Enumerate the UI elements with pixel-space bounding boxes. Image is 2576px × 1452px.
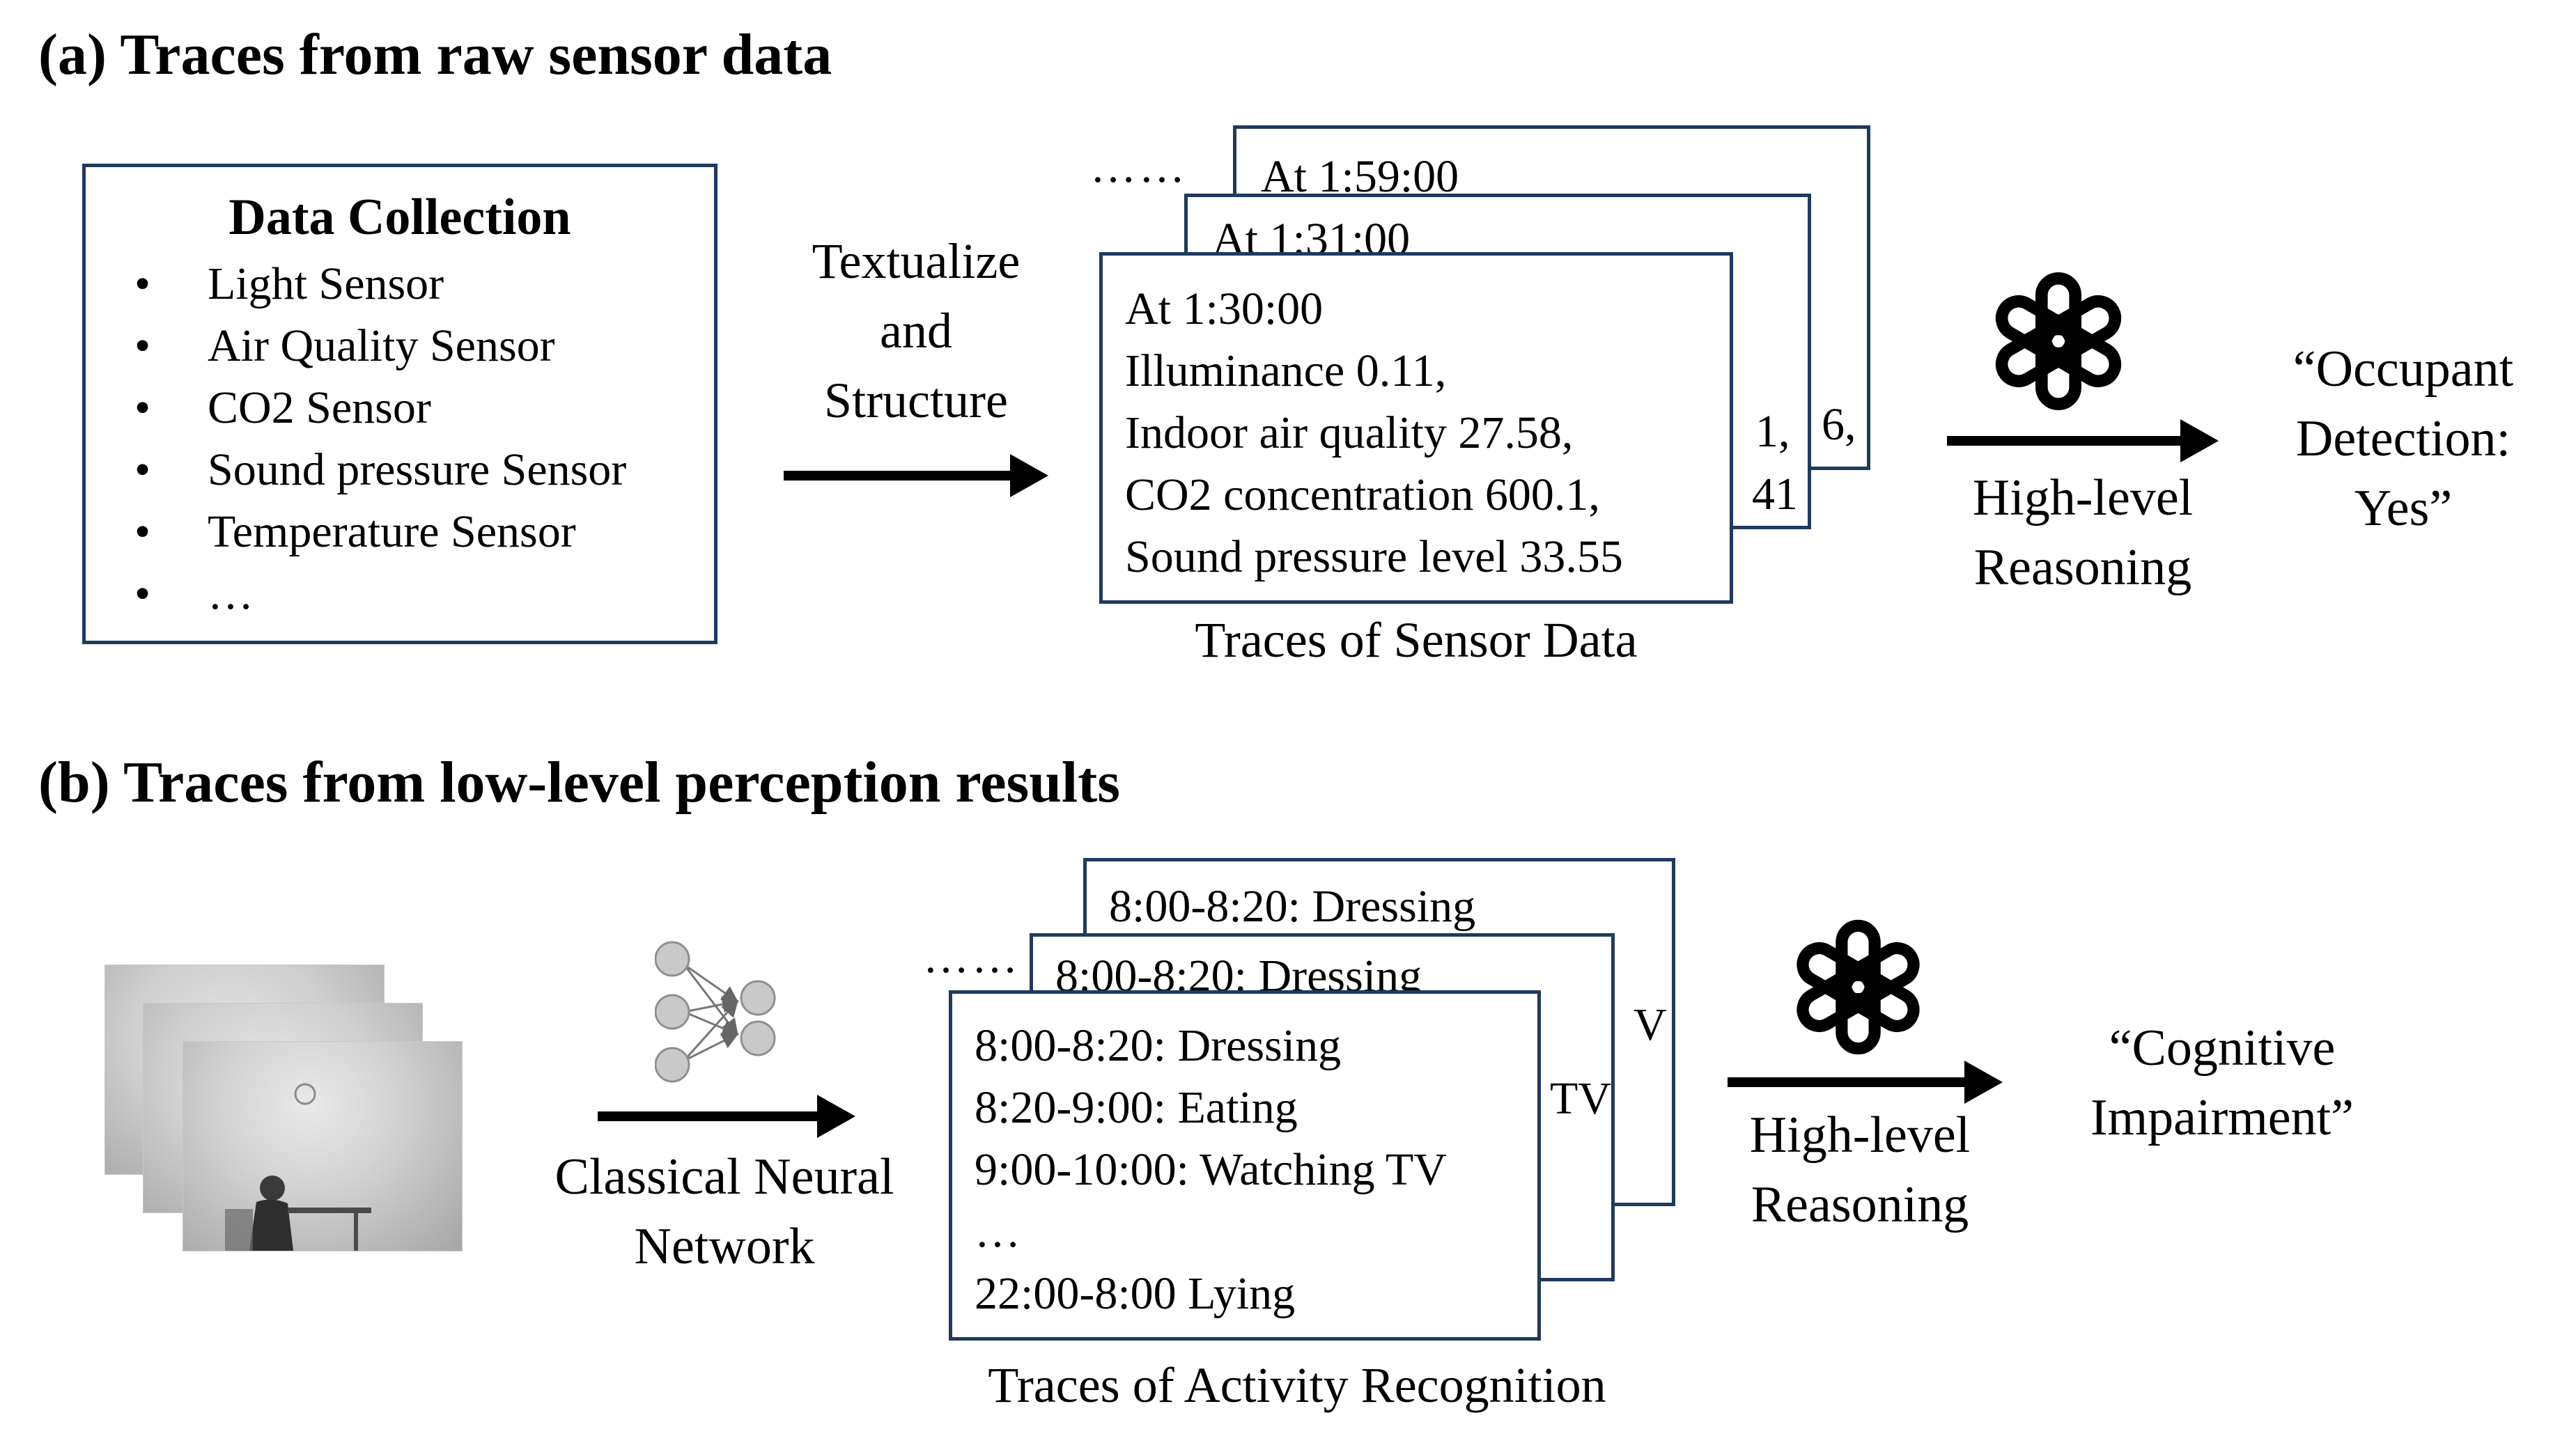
reasoning-label-b: High-level Reasoning — [1679, 1100, 2041, 1240]
output-line: “Cognitive — [2109, 1020, 2336, 1077]
output-line: Detection: — [2295, 410, 2511, 467]
arrow-textualize — [784, 454, 1048, 497]
section-a-title: (a) Traces from raw sensor data — [38, 22, 832, 87]
activity-line: 22:00-8:00 Lying — [975, 1268, 1296, 1319]
activity-card-back-line: 8:00-8:20: Dressing — [1109, 881, 1476, 932]
sensor-reading-line: Illuminance 0.11, — [1125, 345, 1447, 396]
activity-line: 8:20-9:00: Eating — [975, 1082, 1298, 1133]
sensor-item: Light Sensor — [86, 253, 714, 315]
ellipsis-a: …… — [1090, 141, 1188, 192]
sensor-reading-line: CO2 concentration 600.1, — [1125, 469, 1600, 520]
cognitive-impairment-output: “Cognitive Impairment” — [2013, 1013, 2431, 1153]
sensor-card-mid-fragment: 1, — [1755, 406, 1790, 457]
person-at-table-icon — [225, 1083, 371, 1251]
sensor-item: CO2 Sensor — [86, 377, 714, 439]
occupant-detection-output: “Occupant Detection: Yes” — [2233, 334, 2574, 543]
section-b-title: (b) Traces from low-level perception res… — [38, 750, 1120, 815]
textualize-label: Textualize and Structure — [759, 226, 1073, 435]
sensor-card-back-time: At 1:59:00 — [1261, 151, 1459, 202]
sensor-reading-line: Sound pressure level 33.55 — [1125, 531, 1623, 582]
sensor-card-front: At 1:30:00 Illuminance 0.11, Indoor air … — [1099, 252, 1733, 604]
arrow-network — [598, 1095, 855, 1138]
sensor-item: Temperature Sensor — [86, 501, 714, 563]
activity-card-front: 8:00-8:20: Dressing 8:20-9:00: Eating 9:… — [949, 990, 1541, 1341]
reasoning-line: Reasoning — [1973, 539, 2192, 596]
ellipsis-b: …… — [923, 932, 1021, 983]
network-line: Classical Neural — [554, 1148, 894, 1205]
data-collection-heading: Data Collection — [228, 189, 571, 246]
reasoning-line: High-level — [1749, 1107, 1971, 1164]
activity-line: 8:00-8:20: Dressing — [975, 1020, 1342, 1071]
textualize-line: Structure — [824, 373, 1008, 428]
sensor-list: Light Sensor Air Quality Sensor CO2 Sens… — [86, 253, 714, 625]
arrow-reasoning-b — [1728, 1061, 2003, 1104]
textualize-line: and — [880, 303, 952, 359]
sensor-item: Air Quality Sensor — [86, 315, 714, 377]
sensor-reading-line: At 1:30:00 — [1125, 283, 1324, 334]
reasoning-line: Reasoning — [1751, 1176, 1969, 1233]
sensor-traces-caption: Traces of Sensor Data — [1195, 612, 1638, 668]
camera-frame-front — [183, 1041, 463, 1251]
activity-card-mid-fragment: TV — [1550, 1073, 1611, 1124]
neural-network-icon — [655, 941, 776, 1083]
textualize-line: Textualize — [812, 233, 1021, 289]
network-line: Network — [634, 1218, 815, 1275]
reasoning-label-a: High-level Reasoning — [1902, 463, 2264, 602]
activity-line: 9:00-10:00: Watching TV — [975, 1144, 1447, 1195]
openai-knot-logo-icon — [1797, 919, 1920, 1055]
sensor-reading-line: Indoor air quality 27.58, — [1125, 407, 1574, 458]
output-line: Impairment” — [2090, 1089, 2354, 1146]
sensor-card-back-fragment: 6, — [1822, 399, 1856, 450]
openai-knot-logo-icon — [1995, 272, 2122, 410]
sensor-item: Sound pressure Sensor — [86, 439, 714, 501]
activity-traces-caption: Traces of Activity Recognition — [988, 1357, 1606, 1413]
reasoning-line: High-level — [1972, 469, 2194, 526]
output-line: Yes” — [2354, 480, 2453, 537]
output-line: “Occupant — [2292, 341, 2514, 398]
activity-line: … — [975, 1206, 1021, 1257]
sensor-item: … — [86, 563, 714, 625]
data-collection-box: Data Collection Light Sensor Air Quality… — [82, 164, 717, 644]
sensor-card-mid-fragment: 41 — [1752, 469, 1798, 520]
activity-card-back-fragment: V — [1634, 999, 1667, 1050]
arrow-reasoning-a — [1947, 419, 2219, 462]
network-label: Classical Neural Network — [515, 1142, 933, 1281]
